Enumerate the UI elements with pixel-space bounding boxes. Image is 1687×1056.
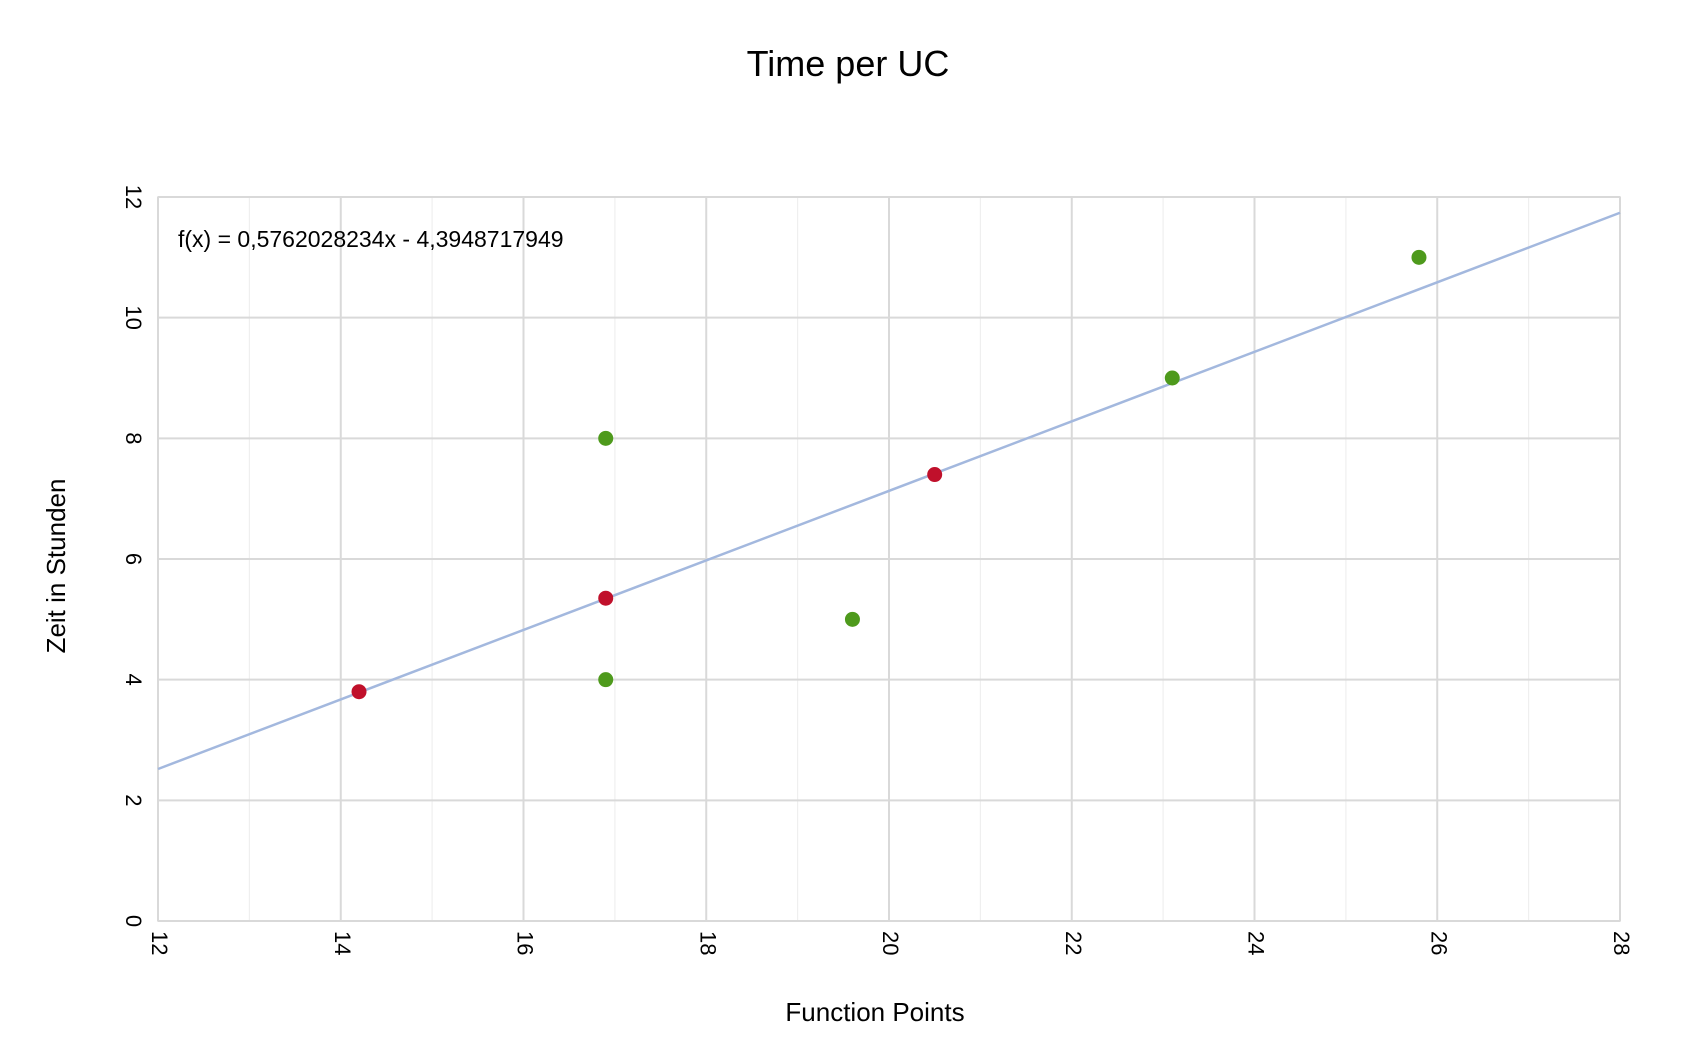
x-tick-label: 22 xyxy=(1061,931,1086,955)
chart-title: Time per UC xyxy=(747,43,950,84)
y-tick-label: 12 xyxy=(121,185,146,209)
data-point-red xyxy=(927,467,943,483)
y-tick-label: 4 xyxy=(121,674,146,686)
trendline xyxy=(157,211,1621,771)
plot-area-border xyxy=(157,196,1621,922)
x-axis-tick-labels: 12 14 16 18 20 22 24 26 28 xyxy=(147,931,1634,955)
x-tick-label: 16 xyxy=(513,931,538,955)
x-tick-label: 26 xyxy=(1426,931,1451,955)
x-tick-label: 14 xyxy=(330,931,355,955)
x-axis-title: Function Points xyxy=(785,997,964,1027)
x-tick-label: 12 xyxy=(147,931,172,955)
data-point-green xyxy=(598,430,614,446)
y-tick-label: 6 xyxy=(121,553,146,565)
data-point-green xyxy=(598,672,614,688)
x-tick-label: 18 xyxy=(695,931,720,955)
data-points xyxy=(351,249,1427,700)
y-axis-tick-labels: 0 2 4 6 8 10 12 xyxy=(121,185,146,927)
y-tick-label: 10 xyxy=(121,305,146,329)
y-tick-label: 2 xyxy=(121,794,146,806)
x-tick-label: 28 xyxy=(1609,931,1634,955)
data-point-green xyxy=(1411,249,1427,265)
trendline-equation: f(x) = 0,5762028234x - 4,3948717949 xyxy=(178,226,564,252)
data-point-red xyxy=(351,684,367,700)
data-point-green xyxy=(844,611,860,627)
y-axis-title: Zeit in Stunden xyxy=(41,479,71,654)
major-gridlines xyxy=(157,196,1621,922)
x-tick-label: 20 xyxy=(878,931,903,955)
x-tick-label: 24 xyxy=(1244,931,1269,955)
data-point-green xyxy=(1164,370,1180,386)
y-tick-label: 8 xyxy=(121,432,146,444)
y-tick-label: 0 xyxy=(121,915,146,927)
data-point-red xyxy=(598,590,614,606)
